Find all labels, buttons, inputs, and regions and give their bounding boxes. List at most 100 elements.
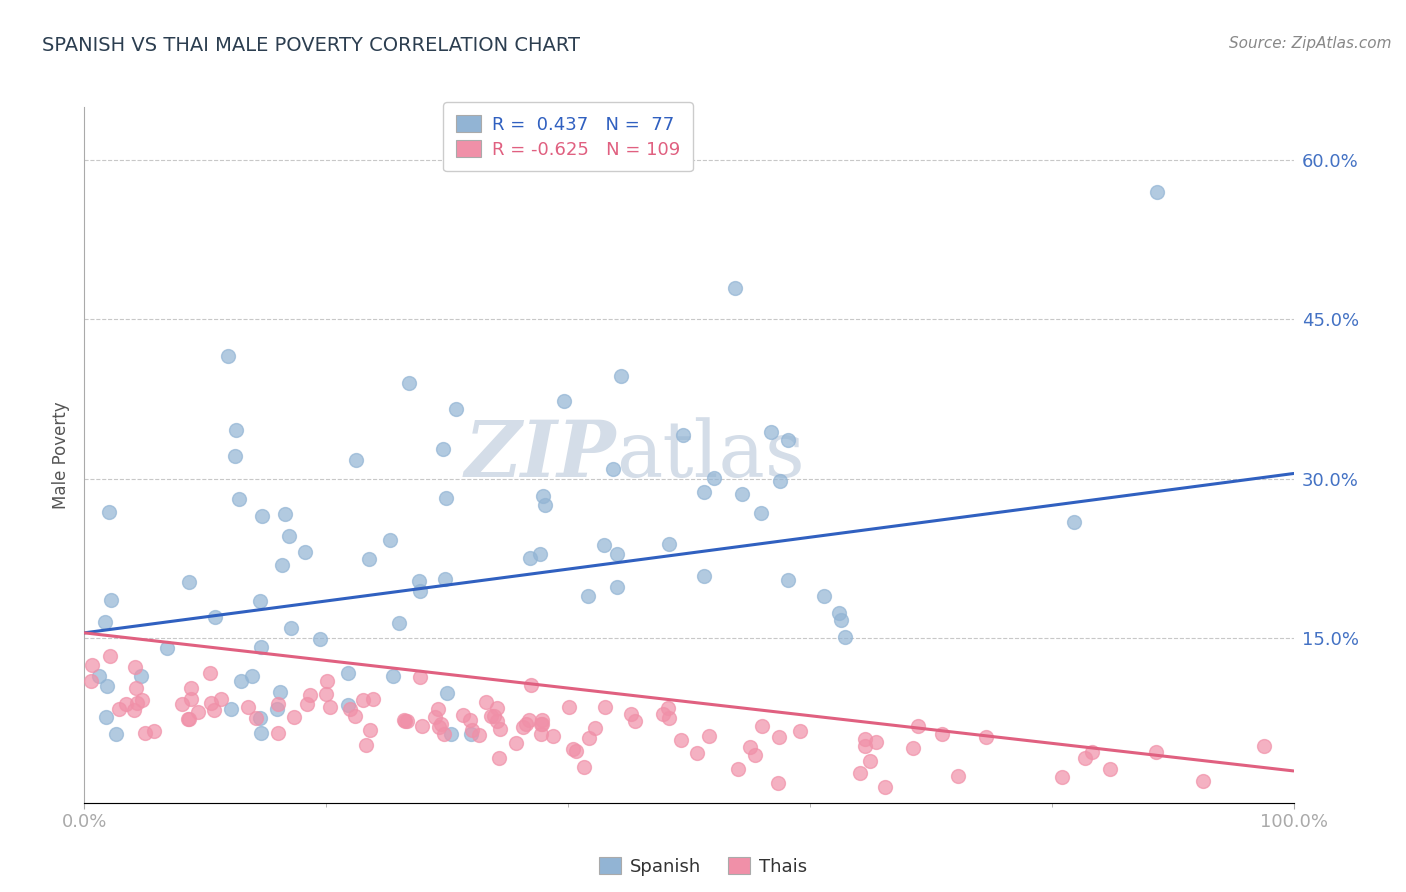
Point xyxy=(697,729,720,743)
Point xyxy=(769,474,792,488)
Text: SPANISH VS THAI MALE POVERTY CORRELATION CHART: SPANISH VS THAI MALE POVERTY CORRELATION… xyxy=(42,36,581,54)
Point xyxy=(382,669,405,683)
Point xyxy=(595,700,617,714)
Point xyxy=(946,769,969,783)
Point xyxy=(778,433,800,447)
Point xyxy=(749,506,772,520)
Point xyxy=(434,573,457,587)
Point xyxy=(283,710,305,724)
Point xyxy=(198,665,221,680)
Point xyxy=(108,702,131,716)
Point xyxy=(460,723,482,737)
Point xyxy=(309,632,332,646)
Point xyxy=(94,710,117,724)
Point xyxy=(228,491,250,506)
Point xyxy=(245,711,267,725)
Point xyxy=(486,701,509,715)
Point xyxy=(156,641,179,656)
Point xyxy=(187,706,209,720)
Point xyxy=(318,699,340,714)
Point xyxy=(180,692,202,706)
Text: ZIP: ZIP xyxy=(465,417,616,493)
Point xyxy=(177,712,200,726)
Point xyxy=(388,616,411,631)
Point xyxy=(408,574,430,588)
Legend: Spanish, Thais: Spanish, Thais xyxy=(592,850,814,883)
Point xyxy=(759,425,782,440)
Point xyxy=(278,529,301,543)
Point xyxy=(583,721,606,735)
Point xyxy=(593,538,616,552)
Point xyxy=(1253,739,1275,753)
Point xyxy=(484,708,506,723)
Point xyxy=(80,657,103,672)
Point xyxy=(294,545,316,559)
Point xyxy=(828,606,851,620)
Point xyxy=(657,701,679,715)
Point xyxy=(901,741,924,756)
Point xyxy=(1144,745,1167,759)
Point xyxy=(453,708,475,723)
Point xyxy=(315,673,337,688)
Point xyxy=(488,750,510,764)
Point xyxy=(124,660,146,674)
Point xyxy=(439,727,461,741)
Point xyxy=(768,731,790,745)
Point xyxy=(396,714,419,728)
Point xyxy=(853,731,876,746)
Point xyxy=(693,568,716,582)
Point xyxy=(339,701,361,715)
Point xyxy=(561,742,583,756)
Point xyxy=(240,668,263,682)
Point xyxy=(624,714,647,728)
Point xyxy=(354,738,377,752)
Point xyxy=(225,423,247,437)
Point xyxy=(315,687,337,701)
Point xyxy=(578,589,600,603)
Point xyxy=(409,584,432,599)
Point xyxy=(609,369,631,384)
Point xyxy=(520,678,543,692)
Point xyxy=(505,736,527,750)
Point xyxy=(249,594,271,608)
Point xyxy=(269,685,291,699)
Point xyxy=(295,697,318,711)
Point xyxy=(409,670,432,684)
Point xyxy=(517,713,540,727)
Point xyxy=(1192,774,1215,789)
Point xyxy=(530,717,553,731)
Point xyxy=(853,739,876,754)
Point xyxy=(766,776,789,790)
Point xyxy=(751,719,773,733)
Point xyxy=(1146,185,1168,199)
Point xyxy=(658,536,681,550)
Point xyxy=(553,394,575,409)
Point xyxy=(849,766,872,780)
Point xyxy=(250,640,273,654)
Point xyxy=(572,760,595,774)
Point xyxy=(565,744,588,758)
Point xyxy=(104,727,127,741)
Point xyxy=(352,693,374,707)
Point xyxy=(830,614,852,628)
Point xyxy=(813,589,835,603)
Point xyxy=(1063,515,1085,529)
Point xyxy=(658,710,681,724)
Point xyxy=(280,620,302,634)
Point xyxy=(672,428,695,442)
Point xyxy=(488,722,510,736)
Point xyxy=(204,609,226,624)
Point xyxy=(97,505,120,519)
Point xyxy=(398,376,420,391)
Y-axis label: Male Poverty: Male Poverty xyxy=(52,401,70,508)
Point xyxy=(231,674,253,689)
Point xyxy=(530,714,553,728)
Point xyxy=(298,688,321,702)
Point xyxy=(411,719,433,733)
Point xyxy=(423,710,446,724)
Point xyxy=(703,471,725,485)
Point xyxy=(519,551,541,566)
Text: Source: ZipAtlas.com: Source: ZipAtlas.com xyxy=(1229,36,1392,51)
Point xyxy=(1081,745,1104,759)
Point xyxy=(606,547,628,561)
